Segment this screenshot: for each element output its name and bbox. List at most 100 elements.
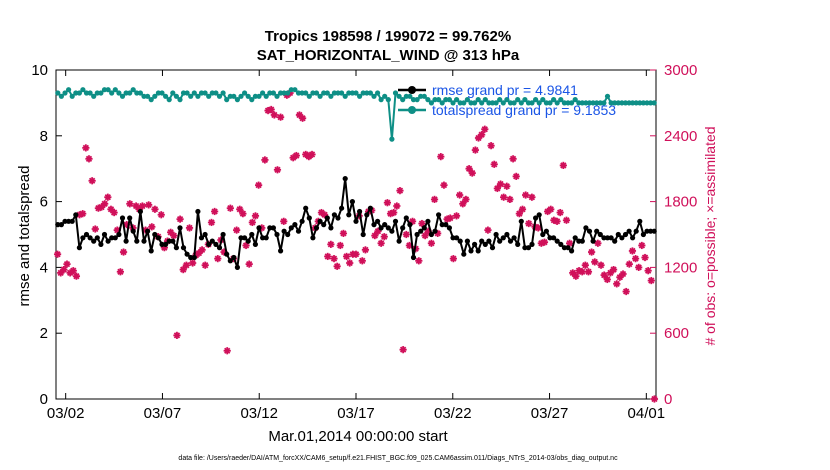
obs-count-point <box>214 255 222 263</box>
x-tick-label: 03/07 <box>144 405 182 422</box>
rmse-point <box>529 241 535 247</box>
rmse-point <box>267 225 273 231</box>
rmse-point <box>130 228 136 234</box>
rmse-point <box>188 254 194 261</box>
rmse-point <box>80 235 86 241</box>
rmse-point <box>116 231 122 238</box>
totalspread-point <box>109 90 115 96</box>
totalspread-point <box>224 97 230 103</box>
obs-count-point <box>339 229 348 238</box>
rmse-point <box>479 238 485 244</box>
obs-count-point <box>358 257 366 265</box>
obs-count-point <box>383 199 392 207</box>
rmse-point <box>468 248 474 254</box>
totalspread-point <box>432 97 438 103</box>
rmse-point <box>238 235 244 241</box>
totalspread-point <box>543 100 550 106</box>
rmse-point <box>533 215 539 221</box>
obs-count-point <box>211 207 219 216</box>
obs-count-point <box>509 155 517 163</box>
obs-count-point <box>559 161 567 170</box>
rmse-point <box>371 222 377 228</box>
rmse-point <box>382 222 388 228</box>
obs-count-point <box>503 182 511 190</box>
obs-count-point <box>63 260 71 268</box>
rmse-point <box>321 222 327 228</box>
rmse-point <box>263 235 269 241</box>
totalspread-point <box>198 90 205 96</box>
obs-count-point <box>182 261 190 269</box>
totalspread-point <box>188 93 194 99</box>
totalspread-point <box>267 90 273 96</box>
obs-count-point <box>430 195 439 204</box>
obs-count-point <box>635 263 643 271</box>
totalspread-point <box>263 93 269 99</box>
totalspread-point <box>364 90 370 96</box>
rmse-point <box>633 228 639 234</box>
totalspread-point <box>583 100 589 106</box>
y-tick-label: 0 <box>40 391 48 408</box>
obs-count-point <box>644 267 652 275</box>
rmse-point <box>497 238 503 244</box>
totalspread-markers <box>55 87 657 142</box>
obs-count-point <box>79 210 87 218</box>
obs-count-point <box>641 253 649 262</box>
totalspread-point <box>357 93 363 99</box>
totalspread-point <box>561 100 568 106</box>
obs-count-point <box>462 195 470 204</box>
rmse-point <box>191 254 197 261</box>
rmse-point <box>594 228 600 234</box>
totalspread-point <box>565 100 571 106</box>
totalspread-point <box>518 100 524 106</box>
rmse-point <box>342 176 348 182</box>
legend-label-rmse: rmse grand pr = 4.9841 <box>432 82 578 98</box>
totalspread-point <box>335 90 341 96</box>
rmse-point <box>425 218 431 224</box>
totalspread-point <box>141 93 147 99</box>
totalspread-point <box>594 100 600 106</box>
y-right-tick-label: 600 <box>664 325 689 342</box>
totalspread-point <box>615 100 621 106</box>
rmse-point <box>597 231 603 238</box>
totalspread-point <box>80 87 86 93</box>
rmse-point <box>306 215 312 221</box>
rmse-point <box>349 199 355 205</box>
totalspread-point <box>597 100 603 106</box>
totalspread-point <box>216 93 223 99</box>
totalspread-point <box>515 97 521 103</box>
obs-count-point <box>562 216 571 224</box>
totalspread-point <box>443 97 449 103</box>
obs-count-point <box>402 230 410 239</box>
totalspread-point <box>213 90 219 96</box>
obs-count-point <box>145 201 153 209</box>
totalspread-point <box>569 100 575 106</box>
rmse-point <box>536 212 542 218</box>
obs-count-point <box>446 214 454 222</box>
rmse-point <box>601 235 607 241</box>
rmse-point <box>73 212 79 218</box>
obs-count-point <box>518 205 527 213</box>
totalspread-point <box>98 90 104 96</box>
obs-count-point <box>308 150 316 159</box>
obs-count-point <box>273 166 282 174</box>
rmse-point <box>285 231 291 238</box>
totalspread-point <box>310 90 316 96</box>
rmse-point <box>360 231 366 238</box>
y-tick-label: 10 <box>31 62 48 79</box>
rmse-point <box>303 205 309 211</box>
totalspread-point <box>209 90 215 96</box>
obs-count-point <box>261 156 269 164</box>
totalspread-point <box>396 93 402 99</box>
totalspread-point <box>375 90 381 96</box>
obs-count-point <box>468 169 476 177</box>
obs-count-point <box>553 217 561 225</box>
rmse-point <box>432 228 438 234</box>
totalspread-point <box>152 93 158 99</box>
obs-count-point <box>361 246 370 254</box>
totalspread-point <box>306 93 312 99</box>
rmse-point <box>400 225 406 231</box>
rmse-point <box>313 225 320 231</box>
obs-count-point <box>176 215 184 223</box>
obs-count-point <box>597 261 605 269</box>
rmse-point <box>177 225 183 231</box>
